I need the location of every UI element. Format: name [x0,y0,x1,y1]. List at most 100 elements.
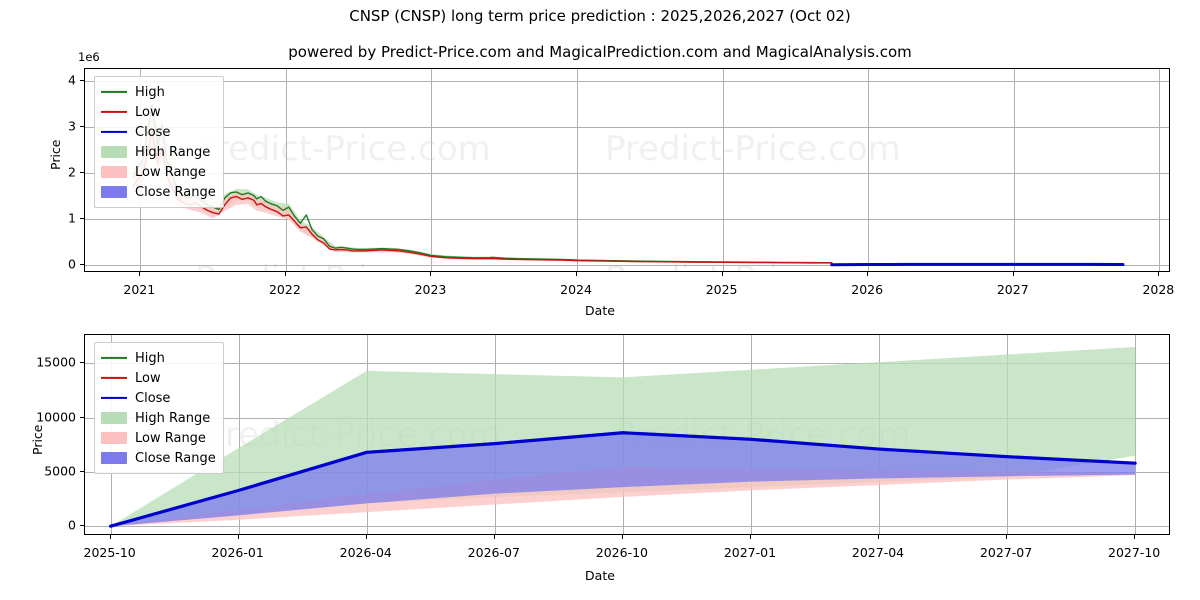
x-tick-mark [365,535,367,539]
y-tick-label: 10000 [36,409,76,425]
x-tick-label: 2026 [851,282,884,297]
x-tick-label: 2027-10 [1108,545,1161,560]
x-tick-label: 2027-07 [979,545,1033,560]
legend-label-close-range: Close Range [135,184,216,200]
legend-label-low: Low [135,370,161,386]
y-tick-mark [80,263,84,265]
x-tick-label: 2022 [268,282,301,297]
legend-item-low-range[interactable]: Low Range [101,428,216,448]
x-tick-mark [1134,535,1136,539]
x-gridline [285,69,287,271]
low-line-swatch-icon [101,106,127,118]
y-tick-label: 2 [68,164,76,180]
low-range-swatch-icon [101,166,127,178]
x-tick-mark [1006,535,1008,539]
y-gridline [85,126,1169,128]
y-gridline [85,218,1169,220]
y-tick-mark [80,171,84,173]
x-tick-label: 2027-01 [723,545,777,560]
legend-item-low[interactable]: Low [101,102,216,122]
y-tick-mark [80,125,84,127]
y-tick-label: 3 [68,118,76,134]
y-tick-mark [80,362,84,364]
legend-item-high[interactable]: High [101,82,216,102]
y-tick-label: 15000 [36,354,76,370]
x-tick-mark [109,535,111,539]
y-gridline [85,80,1169,82]
y-tick-label: 1 [68,210,76,226]
x-tick-mark [237,535,239,539]
upper-chart-legend: High Low Close High Range Low Range Clos… [94,76,224,208]
x-gridline [431,69,433,271]
x-gridline [238,335,240,534]
x-tick-mark [284,272,286,276]
x-tick-mark [576,272,578,276]
y-tick-mark [80,79,84,81]
band-close-range [110,431,1136,527]
legend-label-low-range: Low Range [135,430,206,446]
upper-x-axis-label: Date [585,303,615,318]
x-tick-mark [1158,272,1160,276]
y-gridline [85,172,1169,174]
legend-item-high[interactable]: High [101,348,216,368]
y-tick-label: 5000 [44,463,76,479]
high-range-swatch-icon [101,146,127,158]
x-tick-label: 2025-10 [83,545,136,560]
x-gridline [868,69,870,271]
x-gridline [577,69,579,271]
legend-item-close[interactable]: Close [101,388,216,408]
legend-item-low-range[interactable]: Low Range [101,162,216,182]
y-tick-mark [80,525,84,527]
low-range-swatch-icon [101,432,127,444]
x-tick-label: 2028 [1142,282,1175,297]
legend-item-high-range[interactable]: High Range [101,142,216,162]
x-tick-mark [721,272,723,276]
close-range-swatch-icon [101,186,127,198]
high-range-swatch-icon [101,412,127,424]
legend-label-high: High [135,84,165,100]
y-gridline [85,363,1169,365]
legend-item-high-range[interactable]: High Range [101,408,216,428]
x-tick-mark [493,535,495,539]
plot-data-layer [109,346,1137,528]
lower-x-axis-label: Date [585,568,615,583]
close-range-swatch-icon [101,452,127,464]
low-line-swatch-icon [101,372,127,384]
legend-label-close: Close [135,390,171,406]
x-tick-label: 2025 [705,282,738,297]
y-tick-label: 0 [68,256,76,272]
x-tick-label: 2026-10 [595,545,648,560]
legend-item-low[interactable]: Low [101,368,216,388]
lower-chart-legend: High Low Close High Range Low Range Clos… [94,342,224,474]
legend-label-high-range: High Range [135,144,211,160]
x-tick-label: 2027-04 [851,545,905,560]
legend-item-close-range[interactable]: Close Range [101,182,216,202]
legend-item-close-range[interactable]: Close Range [101,448,216,468]
close-line-swatch-icon [101,392,127,404]
legend-label-close: Close [135,124,171,140]
y-tick-mark [80,470,84,472]
x-tick-mark [878,535,879,539]
legend-item-close[interactable]: Close [101,122,216,142]
x-gridline [722,69,724,271]
legend-label-low: Low [135,104,161,120]
y-tick-mark [80,416,84,418]
x-tick-label: 2026-01 [211,545,264,560]
close-line-swatch-icon [101,126,127,138]
legend-label-close-range: Close Range [135,450,216,466]
series-line-close [109,431,1137,528]
x-gridline [1013,69,1015,271]
lower-y-axis-label: Price [30,424,45,456]
x-tick-mark [139,272,141,276]
x-tick-label: 2024 [560,282,592,297]
page-title: CNSP (CNSP) long term price prediction :… [349,7,851,25]
x-tick-label: 2027 [996,282,1029,297]
x-gridline [1135,335,1137,534]
high-line-swatch-icon [101,86,127,98]
y-gridline [85,264,1169,266]
legend-label-high-range: High Range [135,410,211,426]
x-tick-mark [749,535,751,539]
